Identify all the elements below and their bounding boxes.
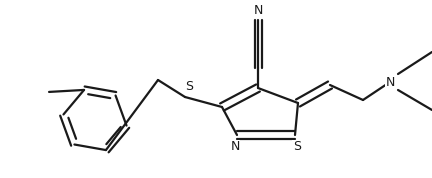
Text: N: N <box>230 140 240 153</box>
Text: S: S <box>185 80 193 93</box>
Text: N: N <box>253 4 263 17</box>
Text: S: S <box>293 140 301 153</box>
Text: N: N <box>385 75 395 88</box>
